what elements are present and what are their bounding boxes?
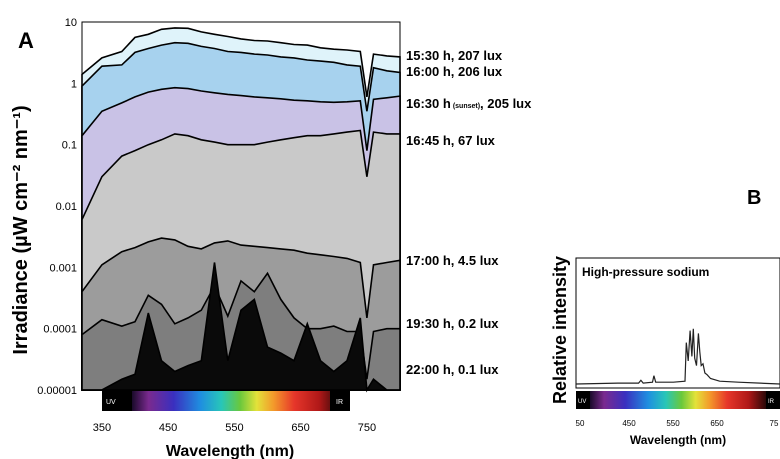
visible-spectrum-b <box>590 391 766 409</box>
y-tick-label: 1 <box>71 78 77 90</box>
uv-label-b: UV <box>578 399 586 405</box>
series-label: 16:30 h (sunset), 205 lux <box>406 96 532 111</box>
panel-label-a: A <box>18 28 34 53</box>
y-tick-label: 10 <box>65 17 77 29</box>
series-area-6 <box>82 262 400 393</box>
y-axis-label: Irradiance (µW cm⁻² nm⁻¹) <box>10 105 32 354</box>
x-tick-label-b: 75 <box>770 419 779 428</box>
series-label: 15:30 h, 207 lux <box>406 48 503 63</box>
spectrum-bar-b: UV IR <box>576 391 780 409</box>
y-tick-label: 0.00001 <box>37 385 77 397</box>
panel-label-b: B <box>747 187 761 209</box>
x-tick-labels-b: 50 450 550 650 75 <box>576 419 779 428</box>
x-axis-label-b: Wavelength (nm) <box>630 433 726 447</box>
plot-frame-b <box>575 257 780 389</box>
ir-block-b <box>766 391 780 409</box>
y-tick-label: 0.001 <box>49 262 77 274</box>
x-tick-label-b: 450 <box>622 419 636 428</box>
x-axis-label: Wavelength (nm) <box>166 443 294 459</box>
chart-title-b: High-pressure sodium <box>582 265 709 279</box>
x-tick-label-b: 550 <box>666 419 680 428</box>
sodium-spectrum-line <box>575 328 780 385</box>
x-tick-label-b: 50 <box>576 419 585 428</box>
visible-spectrum <box>132 391 340 411</box>
y-tick-labels: 10 1 0.1 0.01 0.001 0.0001 0.00001 <box>37 17 86 397</box>
series-label: 17:00 h, 4.5 lux <box>406 253 499 268</box>
ir-block <box>330 391 350 411</box>
panel-b: B Relative intensity High-pressure sodiu… <box>550 187 780 447</box>
spectrum-bar-a: UV IR <box>102 391 350 411</box>
x-tick-label: 450 <box>159 422 177 434</box>
x-tick-label-b: 650 <box>710 419 724 428</box>
y-axis-label-b: Relative intensity <box>550 256 570 404</box>
series-label: 16:45 h, 67 lux <box>406 133 496 148</box>
x-tick-label: 650 <box>291 422 309 434</box>
x-tick-label: 350 <box>93 422 111 434</box>
y-tick-label: 0.0001 <box>43 324 77 336</box>
series-label: 16:00 h, 206 lux <box>406 64 503 79</box>
ir-label-b: IR <box>768 399 775 405</box>
y-tick-label: 0.01 <box>56 201 77 213</box>
series-label: 19:30 h, 0.2 lux <box>406 316 499 331</box>
x-tick-labels: 350 450 550 650 750 <box>93 422 376 434</box>
y-tick-label: 0.1 <box>62 140 77 152</box>
ir-label: IR <box>336 399 343 406</box>
panel-a: A Irradiance (µW cm⁻² nm⁻¹) 10 1 0.1 0.01 0.… <box>10 17 532 459</box>
uv-label: UV <box>106 399 116 406</box>
plot-frame <box>81 21 401 391</box>
spectral-areas <box>81 27 401 393</box>
x-tick-label: 750 <box>358 422 376 434</box>
uv-block <box>102 391 132 411</box>
series-label: 22:00 h, 0.1 lux <box>406 362 499 377</box>
x-tick-label: 550 <box>225 422 243 434</box>
uv-block-b <box>576 391 590 409</box>
